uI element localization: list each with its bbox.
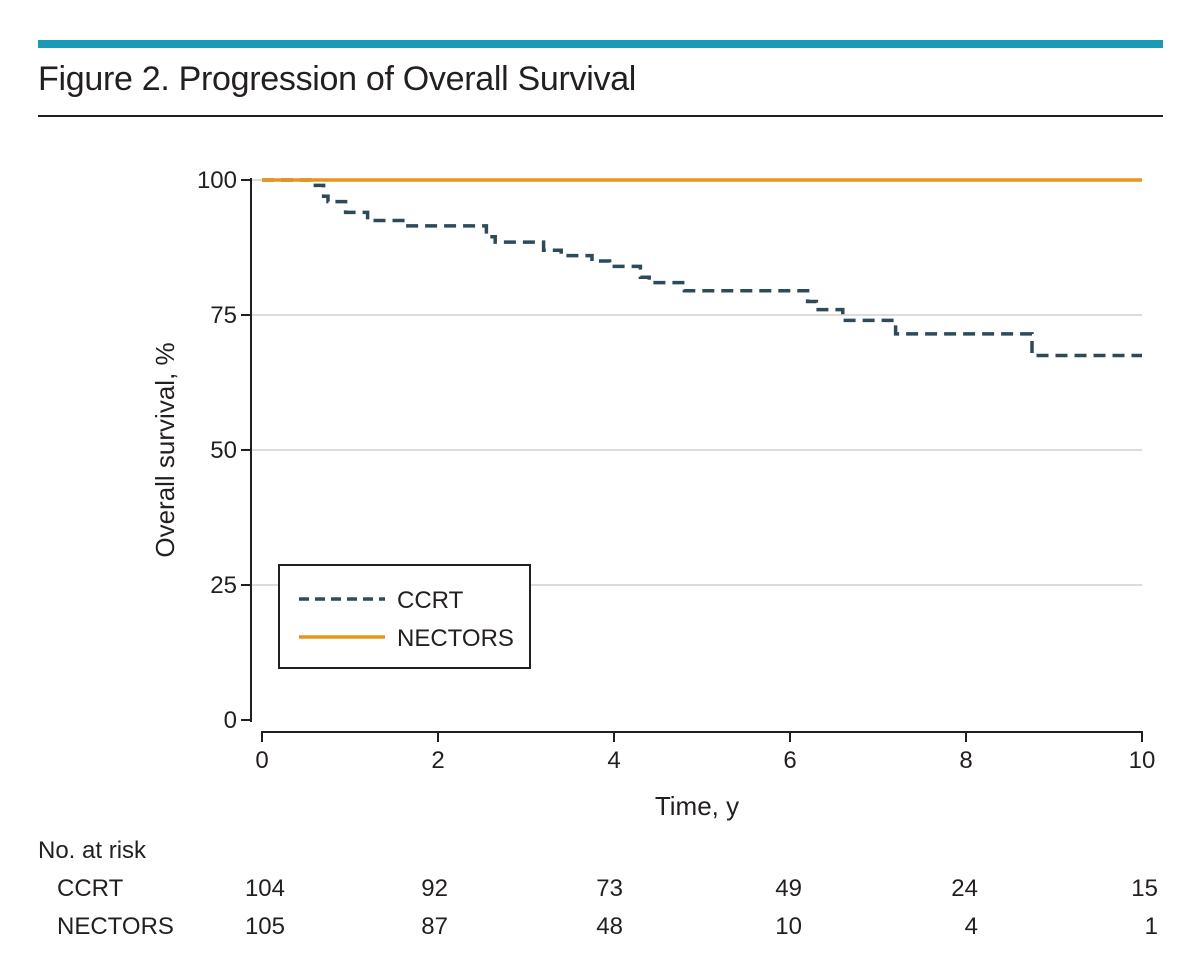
y-tick-label-75: 75 [210,302,237,329]
x-tick-label-6: 6 [783,747,796,774]
risk-cell-ccrt-10: 15 [1131,875,1158,902]
y-tick-label-0: 0 [224,707,237,734]
legend: CCRT NECTORS [278,564,531,669]
risk-cell-nectors-8: 4 [965,913,978,940]
x-tick-label-2: 2 [431,747,444,774]
risk-cell-ccrt-2: 92 [421,875,448,902]
risk-cell-ccrt-6: 49 [775,875,802,902]
risk-row-label-ccrt: CCRT [57,875,124,902]
x-tick-label-0: 0 [255,747,268,774]
risk-cell-ccrt-4: 73 [596,875,623,902]
series-lines [262,178,1142,358]
x-tick-label-4: 4 [607,747,620,774]
risk-cell-ccrt-8: 24 [951,875,978,902]
y-tick-label-25: 25 [210,572,237,599]
risk-cell-nectors-10: 1 [1145,913,1158,940]
risk-cell-nectors-4: 48 [596,913,623,940]
legend-label-ccrt: CCRT [397,587,464,614]
risk-row-label-nectors: NECTORS [57,913,174,940]
risk-cell-nectors-0: 105 [245,913,285,940]
x-tick-label-8: 8 [959,747,972,774]
risk-cell-nectors-6: 10 [775,913,802,940]
axes: 0 25 50 75 100 0 2 4 6 8 10 Time, y Overall survival… [150,167,1155,821]
legend-label-nectors: NECTORS [397,625,514,652]
x-tick-label-10: 10 [1129,747,1156,774]
y-tick-label-50: 50 [210,437,237,464]
legend-box [278,564,531,669]
x-axis-title: Time, y [655,791,739,821]
risk-cell-nectors-2: 87 [421,913,448,940]
top-accent-rule [38,40,1163,48]
grid-lines [251,179,1142,586]
risk-table-heading: No. at risk [38,837,147,864]
risk-cell-ccrt-0: 104 [245,875,285,902]
figure-title: Figure 2. Progression of Overall Surviva… [38,60,637,98]
series-line-ccrt [262,178,1142,358]
y-axis-title: Overall survival, % [150,342,180,557]
title-divider [38,115,1163,117]
y-tick-label-100: 100 [197,167,237,194]
